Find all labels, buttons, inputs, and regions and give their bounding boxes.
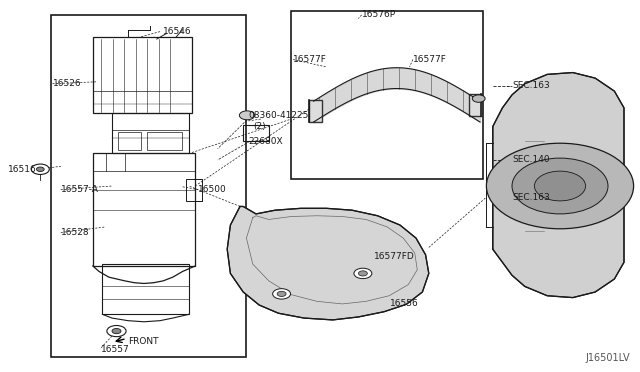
Text: 16526: 16526 — [52, 79, 81, 88]
Text: 16577F: 16577F — [293, 55, 327, 64]
Bar — [309, 100, 322, 122]
Bar — [93, 37, 192, 113]
Text: 16546: 16546 — [163, 27, 192, 36]
Text: 16577F: 16577F — [413, 55, 447, 64]
Circle shape — [512, 158, 608, 214]
Circle shape — [36, 167, 44, 171]
Bar — [51, 15, 246, 357]
Polygon shape — [493, 73, 624, 298]
Text: SEC.140: SEC.140 — [512, 155, 550, 164]
Text: FRONT: FRONT — [128, 337, 159, 346]
Text: 16557: 16557 — [101, 345, 130, 354]
Text: 22680X: 22680X — [248, 137, 283, 146]
Circle shape — [31, 164, 49, 174]
Bar — [243, 125, 269, 141]
Text: 16500: 16500 — [198, 185, 227, 194]
Bar — [291, 11, 483, 179]
Text: 16577FD: 16577FD — [374, 252, 415, 261]
Circle shape — [354, 268, 372, 279]
Text: SEC.163: SEC.163 — [512, 193, 550, 202]
Bar — [147, 132, 182, 150]
Circle shape — [534, 171, 586, 201]
Text: 16556: 16556 — [390, 299, 419, 308]
Circle shape — [486, 143, 634, 229]
Circle shape — [273, 289, 291, 299]
Text: 16576P: 16576P — [362, 10, 396, 19]
Bar — [112, 113, 189, 153]
Circle shape — [107, 326, 126, 337]
Bar — [186, 179, 202, 201]
Circle shape — [358, 271, 367, 276]
Bar — [118, 132, 141, 150]
Text: SEC.163: SEC.163 — [512, 81, 550, 90]
Text: 16516: 16516 — [8, 165, 36, 174]
Circle shape — [277, 291, 286, 296]
Polygon shape — [227, 206, 429, 320]
Bar — [102, 264, 189, 314]
Text: 16528: 16528 — [61, 228, 90, 237]
Bar — [469, 94, 482, 116]
Text: 16557-A: 16557-A — [61, 185, 99, 194]
Text: 08360-41225: 08360-41225 — [248, 111, 308, 120]
Circle shape — [112, 328, 121, 334]
Circle shape — [472, 95, 485, 102]
Bar — [93, 153, 195, 266]
Circle shape — [239, 111, 255, 120]
Text: J16501LV: J16501LV — [586, 353, 630, 363]
Text: (2): (2) — [253, 122, 266, 131]
